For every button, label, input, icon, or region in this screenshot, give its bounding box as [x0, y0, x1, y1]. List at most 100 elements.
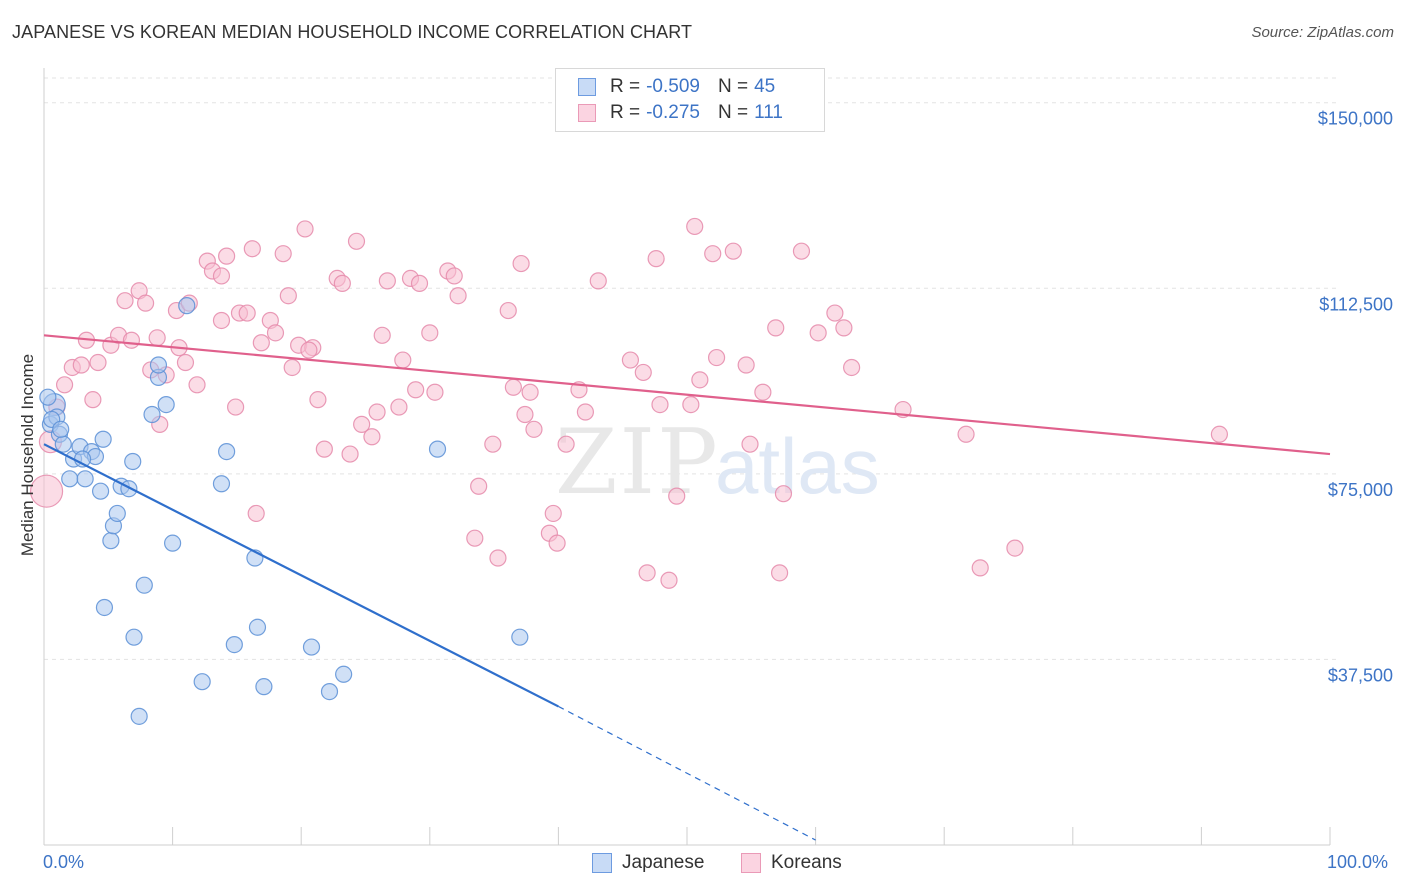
- korean-point: [227, 398, 245, 416]
- japanese-point: [149, 356, 168, 374]
- japanese-point: [124, 452, 142, 471]
- bottom-legend-swatch-japanese: [592, 853, 612, 873]
- japanese-point: [212, 475, 231, 493]
- korean-point: [638, 564, 656, 582]
- japanese-point: [61, 470, 79, 488]
- japanese-point: [54, 435, 72, 453]
- y-axis-label: Median Household Income: [18, 353, 37, 557]
- japanese-point: [94, 430, 112, 448]
- korean-points: [29, 217, 1229, 589]
- korean-point: [525, 420, 543, 438]
- japanese-point: [102, 532, 120, 550]
- korean-point: [484, 435, 502, 453]
- y-tick-label: $75,000: [1328, 480, 1393, 500]
- y-tick-labels: $37,500 $75,000 $112,500 $150,000: [1318, 109, 1393, 686]
- korean-point: [499, 301, 517, 320]
- watermark-atlas: atlas: [715, 422, 880, 510]
- korean-point: [470, 477, 488, 495]
- japanese-point: [125, 628, 143, 646]
- korean-point: [368, 403, 386, 421]
- korean-point: [466, 529, 484, 547]
- korean-point: [651, 395, 669, 414]
- legend-n-value-koreans: 111: [754, 102, 783, 123]
- korean-point: [489, 549, 507, 567]
- korean-point: [218, 247, 236, 265]
- korean-point: [238, 304, 256, 322]
- japanese-point: [120, 480, 138, 498]
- korean-point: [835, 319, 853, 337]
- watermark-zip: ZIP: [555, 410, 720, 515]
- korean-point: [116, 292, 134, 310]
- legend-r-value-koreans: -0.275: [646, 102, 700, 123]
- legend-swatch-koreans: [578, 104, 596, 122]
- korean-point: [741, 435, 759, 453]
- korean-point: [957, 425, 975, 443]
- y-tick-label: $112,500: [1319, 294, 1393, 314]
- japanese-point: [95, 598, 114, 617]
- korean-point: [668, 487, 686, 505]
- legend-n-label: N =: [717, 102, 749, 123]
- trend-lines: [43, 334, 1331, 841]
- korean-point: [72, 356, 90, 374]
- korean-point: [724, 242, 742, 260]
- korean-point: [148, 329, 166, 347]
- korean-point: [548, 534, 566, 552]
- korean-point: [296, 220, 314, 238]
- korean-point: [1006, 539, 1024, 557]
- japanese-point: [108, 504, 126, 523]
- korean-point: [634, 363, 652, 382]
- korean-point: [122, 331, 141, 349]
- korean-point: [55, 376, 74, 394]
- korean-point: [544, 504, 562, 523]
- chart-title: JAPANESE VS KOREAN MEDIAN HOUSEHOLD INCO…: [12, 22, 693, 42]
- korean-point: [971, 559, 989, 577]
- korean-point: [682, 395, 700, 414]
- legend-swatch-japanese: [578, 78, 596, 96]
- korean-point: [136, 294, 155, 312]
- legend-r-label: R =: [610, 102, 641, 123]
- korean-point: [266, 324, 285, 342]
- korean-point: [1210, 425, 1229, 443]
- japanese-point: [157, 395, 175, 414]
- korean-point: [252, 334, 270, 352]
- korean-point: [333, 274, 351, 292]
- legend-r-value-japanese: -0.509: [646, 76, 700, 97]
- korean-point: [29, 474, 64, 508]
- korean-point: [737, 356, 755, 374]
- korean-point: [504, 378, 522, 396]
- korean-point: [660, 571, 678, 589]
- japanese-trend-line: [43, 443, 559, 708]
- japanese-point: [178, 297, 196, 315]
- korean-point: [176, 353, 195, 372]
- source-credit: Source: ZipAtlas.com: [1251, 24, 1394, 41]
- korean-point: [792, 242, 811, 260]
- korean-point: [390, 398, 408, 416]
- legend-n-label: N =: [717, 76, 749, 97]
- korean-point: [243, 240, 261, 258]
- korean-point: [274, 245, 292, 263]
- korean-point: [363, 428, 381, 446]
- japanese-point: [193, 673, 211, 691]
- bottom-legend-label-koreans: Koreans: [771, 852, 842, 873]
- bottom-legend-japanese: Japanese: [592, 852, 704, 874]
- korean-point: [347, 232, 366, 250]
- bottom-legend-label-japanese: Japanese: [622, 852, 705, 873]
- korean-point: [315, 440, 333, 458]
- japanese-point: [335, 665, 353, 683]
- japanese-point: [255, 678, 273, 696]
- japanese-point: [428, 440, 447, 458]
- japanese-point: [130, 707, 148, 725]
- korean-point: [283, 358, 301, 377]
- korean-point: [647, 250, 665, 268]
- korean-point: [188, 376, 206, 394]
- legend-row-japanese: R = -0.509 N = 45: [578, 74, 775, 100]
- korean-point: [247, 504, 265, 523]
- korean-point: [826, 304, 844, 322]
- y-tick-label: $37,500: [1328, 665, 1393, 685]
- korean-trend-line: [43, 334, 1331, 456]
- korean-point: [707, 348, 726, 367]
- korean-point: [754, 383, 772, 401]
- korean-point: [843, 358, 861, 377]
- japanese-point: [248, 618, 267, 636]
- japanese-point: [76, 470, 94, 488]
